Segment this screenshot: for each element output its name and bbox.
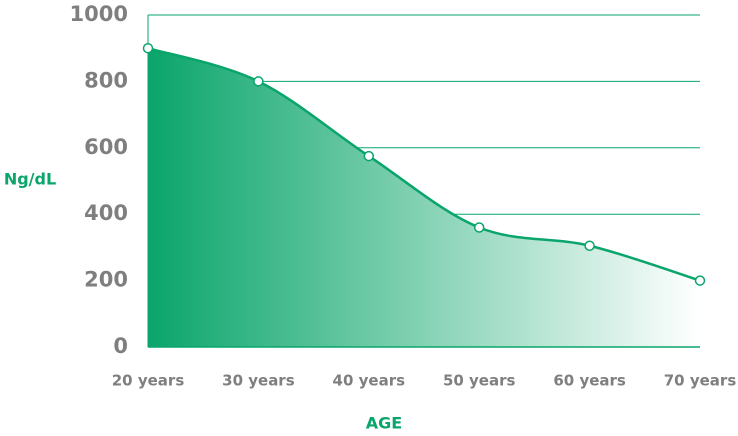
point	[694, 275, 706, 286]
point	[142, 42, 154, 54]
area-fill	[148, 48, 700, 347]
y-tick-label: 600	[84, 135, 128, 159]
y-tick-label: 1000	[70, 2, 128, 26]
x-tick-label: 50 years	[443, 372, 516, 390]
point	[473, 222, 485, 233]
y-tick-label: 200	[84, 268, 128, 292]
y-tick-label: 0	[113, 334, 128, 358]
x-tick-label: 20 years	[112, 372, 185, 390]
x-axis-title: AGE	[366, 414, 402, 433]
y-tick-label: 800	[84, 68, 128, 92]
x-tick-label: 40 years	[333, 372, 406, 390]
x-tick-label: 70 years	[664, 372, 737, 390]
point	[363, 150, 375, 162]
line	[147, 47, 701, 282]
y-axis-title: Ng/dL	[4, 170, 56, 189]
point	[253, 76, 264, 87]
y-tick-label: 400	[84, 201, 128, 225]
x-tick-label: 30 years	[222, 372, 295, 390]
x-tick-label: 60 years	[553, 372, 626, 390]
point	[584, 240, 595, 251]
